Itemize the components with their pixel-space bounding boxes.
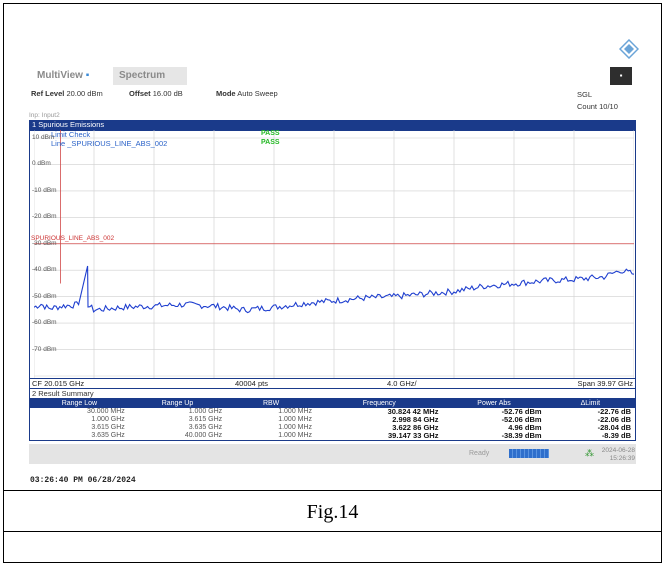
result-cell: 4.96 dBm xyxy=(508,423,542,432)
result-header-cell: ΔLimit xyxy=(545,398,636,408)
result-summary-title[interactable]: 2 Result Summary xyxy=(29,389,636,398)
input-label: Inp: Input2 xyxy=(29,112,60,119)
result-cell: 1.000 GHz xyxy=(91,416,125,423)
mode-value: Auto Sweep xyxy=(237,89,278,98)
result-cell: -22.06 dB xyxy=(597,415,631,424)
result-cell: 1.000 MHz xyxy=(278,432,313,439)
mode-label: Mode xyxy=(216,89,236,98)
limit-check-pass: PASS xyxy=(261,130,280,137)
screenshot-timestamp: 03:26:40 PM 06/28/2024 xyxy=(30,476,136,485)
offset-value: 16.00 dB xyxy=(152,89,183,98)
y-tick-label: -50 dBm xyxy=(32,292,57,300)
result-cell: -38.39 dBm xyxy=(501,431,542,440)
figure-caption: Fig.14 xyxy=(306,501,359,523)
result-row[interactable]: 1.000 GHz 3.615 GHz 1.000 MHz 2.998 84 GHz -… xyxy=(30,416,636,424)
result-header-cell: Range Up xyxy=(128,398,227,408)
result-cell: 3.635 GHz xyxy=(91,432,125,439)
tab-multiview-label: MultiView xyxy=(37,70,83,81)
result-summary-table: Range Low Range Up RBW Frequency Power Abs ΔL… xyxy=(29,398,636,441)
result-cell: 3.615 GHz xyxy=(91,424,125,431)
frequency-per-div: 4.0 GHz/ xyxy=(387,379,417,388)
result-row[interactable]: 30.000 MHz 1.000 GHz 1.000 MHz 30.824 42 MH… xyxy=(30,408,636,416)
line-pass: PASS xyxy=(261,139,280,146)
network-icon: ⁂ xyxy=(585,448,594,458)
limit-line-label: SPURIOUS_LINE_ABS_002 xyxy=(31,234,115,242)
result-header-cell: RBW xyxy=(226,398,317,408)
tab-spectrum[interactable]: Spectrum xyxy=(113,67,187,85)
result-cell: 1.000 MHz xyxy=(278,424,313,431)
span: Span 39.97 GHz xyxy=(577,379,633,388)
rohde-schwarz-logo-icon xyxy=(619,39,639,59)
result-cell: 3.622 86 GHz xyxy=(392,423,439,432)
analyzer-screenshot: MultiView ▪ Spectrum ▪ Ref Level 20.00 d… xyxy=(29,24,639,470)
center-frequency: CF 20.015 GHz xyxy=(32,379,85,388)
offset[interactable]: Offset 16.00 dB xyxy=(129,89,183,98)
document-frame xyxy=(3,3,662,563)
result-header-cell: Power Abs xyxy=(442,398,546,408)
divider xyxy=(3,490,662,491)
sweep-points: 40004 pts xyxy=(235,379,268,388)
result-cell: -8.39 dB xyxy=(601,431,631,440)
tab-bar: MultiView ▪ Spectrum xyxy=(29,67,638,85)
result-row[interactable]: 3.635 GHz 40.000 GHz 1.000 MHz 39.147 33 GH… xyxy=(30,432,636,441)
result-header-cell: Frequency xyxy=(316,398,443,408)
sweep-count: SGL Count 10/10 xyxy=(577,89,618,113)
limit-check-label: Limit Check xyxy=(51,130,91,139)
progress-meter xyxy=(509,449,549,458)
ref-level-label: Ref Level xyxy=(31,89,65,98)
status-date: 2024-06-28 xyxy=(601,447,635,454)
ref-level[interactable]: Ref Level 20.00 dBm xyxy=(31,89,103,98)
y-tick-label: -60 dBm xyxy=(32,319,57,327)
window-menu-button[interactable]: ▪ xyxy=(610,67,632,85)
status-time: 15:26:39 xyxy=(609,454,635,462)
result-header-cell: Range Low xyxy=(29,398,129,408)
result-cell: 30.000 MHz xyxy=(87,408,125,415)
status-bar: Ready ⁂ 2024-06-28 15:26:39 xyxy=(29,444,636,464)
y-tick-label: -10 dBm xyxy=(32,186,57,194)
x-axis-info: CF 20.015 GHz 40004 pts 4.0 GHz/ Span 39… xyxy=(29,378,636,389)
active-dot-icon: ▪ xyxy=(85,70,90,81)
result-cell: 1.000 MHz xyxy=(278,408,313,415)
y-tick-label: -70 dBm xyxy=(32,345,57,353)
result-cell: 1.000 MHz xyxy=(278,416,313,423)
result-cell: -22.76 dB xyxy=(597,407,631,416)
limit-line-legend: Line _SPURIOUS_LINE_ABS_002 xyxy=(51,139,168,148)
tab-multiview[interactable]: MultiView ▪ xyxy=(31,67,95,85)
result-cell: 3.635 GHz xyxy=(188,424,223,431)
status-ready: Ready xyxy=(469,450,490,457)
spectrum-plot[interactable] xyxy=(34,130,634,378)
result-cell: 30.824 42 MHz xyxy=(387,407,439,416)
y-tick-label: 10 dBm xyxy=(32,134,55,141)
tab-spectrum-label: Spectrum xyxy=(119,70,166,81)
result-cell: 2.998 84 GHz xyxy=(392,415,439,424)
spurious-panel-title[interactable]: 1 Spurious Emissions xyxy=(29,120,636,130)
result-cell: -52.06 dBm xyxy=(501,415,542,424)
y-tick-label: -40 dBm xyxy=(32,266,57,274)
result-row[interactable]: 3.615 GHz 3.635 GHz 1.000 MHz 3.622 86 GHz 4… xyxy=(30,424,636,432)
spectrum-trace xyxy=(34,265,634,314)
result-cell: 39.147 33 GHz xyxy=(388,431,439,440)
status-datetime: 2024-06-28 15:26:39 xyxy=(597,447,635,462)
sgl-label: SGL xyxy=(577,90,593,99)
y-tick-label: -30 dBm xyxy=(32,239,57,247)
result-cell: 3.615 GHz xyxy=(188,416,223,423)
y-tick-label: -20 dBm xyxy=(32,213,57,221)
offset-label: Offset xyxy=(129,89,151,98)
ref-level-value: 20.00 dBm xyxy=(66,89,103,98)
result-cell: -52.76 dBm xyxy=(501,407,542,416)
count-label: Count 10/10 xyxy=(577,102,618,111)
result-cell: 1.000 GHz xyxy=(188,408,223,415)
y-tick-label: 0 dBm xyxy=(32,160,51,168)
result-cell: 40.000 GHz xyxy=(184,432,223,439)
divider xyxy=(3,531,662,532)
sweep-mode[interactable]: Mode Auto Sweep xyxy=(216,89,278,98)
result-cell: -28.04 dB xyxy=(597,423,631,432)
